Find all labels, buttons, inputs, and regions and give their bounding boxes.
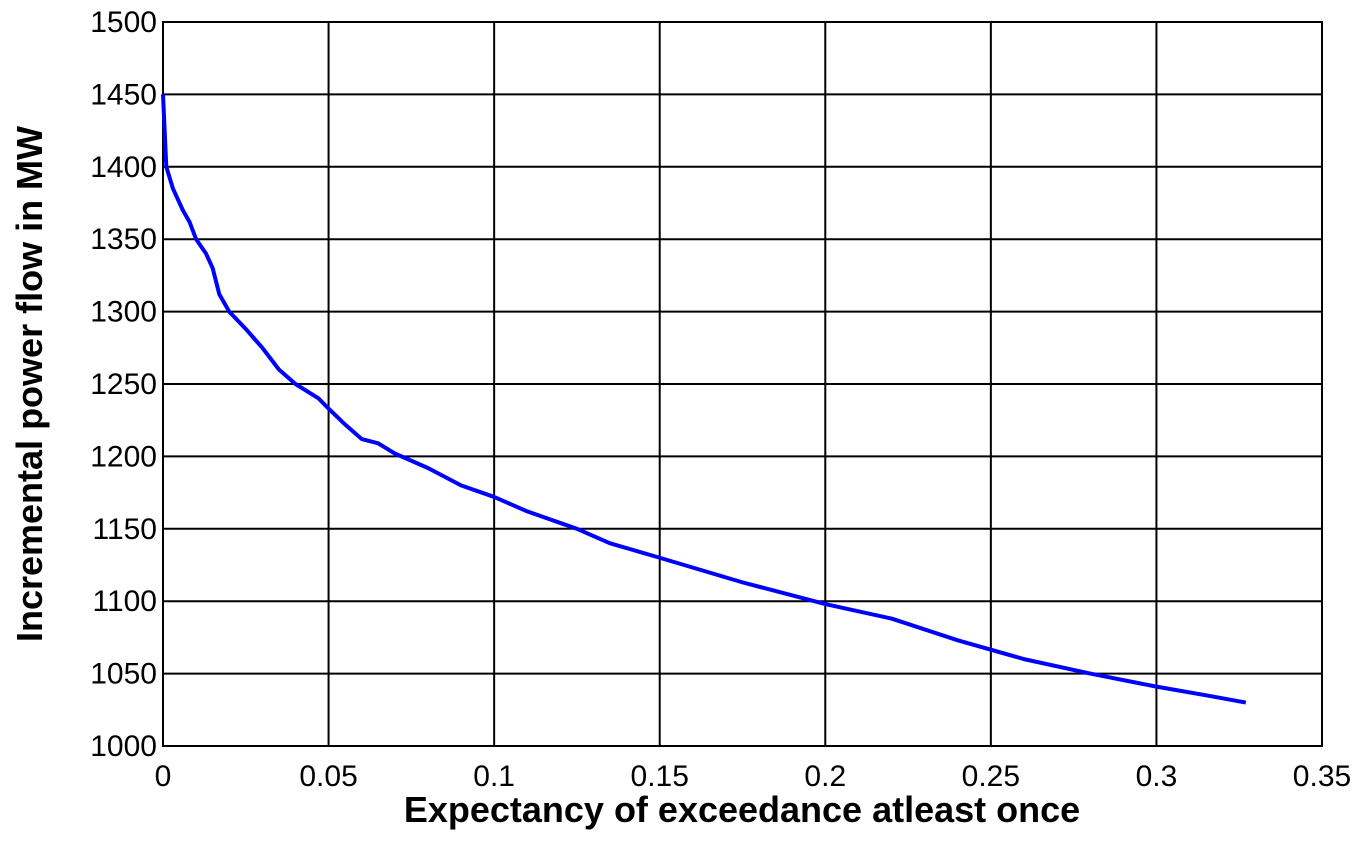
x-tick-label: 0.15 (631, 760, 689, 793)
x-tick-label: 0.05 (299, 760, 357, 793)
y-tick-label: 1250 (90, 368, 157, 401)
x-tick-label: 0.25 (962, 760, 1020, 793)
x-tick-label: 0.3 (1136, 760, 1178, 793)
y-tick-label: 1450 (90, 78, 157, 111)
x-tick-label: 0.2 (804, 760, 846, 793)
y-tick-label: 1350 (90, 223, 157, 256)
x-tick-label: 0.35 (1293, 760, 1351, 793)
data-line (161, 94, 1247, 705)
y-tick-label: 1150 (92, 513, 157, 546)
y-tick-label: 1100 (92, 585, 157, 618)
x-axis-label: Expectancy of exceedance atleast once (404, 789, 1080, 830)
y-tick-label: 1500 (90, 6, 157, 39)
x-tick-label: 0.1 (473, 760, 515, 793)
y-tick-label: 1300 (90, 296, 157, 329)
x-tick-label: 0 (155, 760, 172, 793)
y-tick-label: 1400 (90, 151, 157, 184)
y-tick-label: 1050 (90, 658, 157, 691)
y-tick-label: 1000 (90, 730, 157, 763)
plot-frame (162, 21, 1323, 747)
y-tick-label: 1200 (90, 440, 157, 473)
y-axis-label: Incremental power flow in MW (9, 126, 50, 642)
